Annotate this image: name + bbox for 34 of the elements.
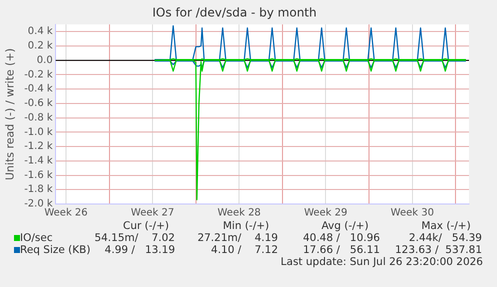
x-tick-label: Week 26 (44, 208, 88, 219)
y-tick-label: 0.0 (36, 54, 53, 66)
text: 4.99 / 13.19 (104, 244, 175, 256)
text: 2.44k/ 54.39 (408, 232, 482, 244)
y-tick-label: -0.2 k (24, 69, 53, 80)
y-tick-label: -1.2 k (24, 141, 53, 152)
x-tick-label: Week 28 (217, 208, 261, 219)
text: 27.21m/ 4.19 (197, 232, 278, 244)
text: Last update: Sun Jul 26 23:20:00 2026 (280, 256, 483, 268)
y-tick-label: -1.4 k (24, 155, 53, 166)
y-tick-label: 0.2 k (28, 40, 53, 52)
y-tick-label: -0.4 k (24, 84, 53, 95)
text: Min (-/+) (222, 220, 270, 232)
y-tick-label: 0.4 k (28, 26, 53, 38)
y-tick-label: -1.0 k (24, 126, 53, 138)
y-tick-label: -1.6 k (24, 170, 53, 181)
legend-label: Req Size (KB) (20, 244, 90, 256)
y-tick-label: -0.6 k (24, 98, 53, 110)
chart-title: IOs for /dev/sda - by month (152, 5, 317, 20)
text: 40.48 / 10.96 (302, 232, 380, 244)
y-tick-label: -0.8 k (24, 112, 53, 124)
text: 54.15m/ 7.02 (94, 232, 175, 244)
y-tick-label: -1.8 k (24, 184, 53, 196)
x-tick-label: Week 30 (390, 208, 434, 219)
text: 4.10 / 7.12 (211, 244, 278, 256)
x-tick-label: Week 29 (304, 208, 348, 219)
text: Cur (-/+) (122, 220, 170, 232)
text: Avg (-/+) (320, 220, 370, 232)
text: 17.66 / 56.11 (302, 244, 380, 256)
y-axis-title: Units read (-) / write (+) (3, 48, 16, 180)
legend-label: IO/sec (20, 232, 53, 244)
text: 123.63 / 537.81 (394, 244, 482, 256)
x-tick-label: Week 27 (130, 208, 174, 219)
text: Max (-/+) (420, 220, 472, 232)
